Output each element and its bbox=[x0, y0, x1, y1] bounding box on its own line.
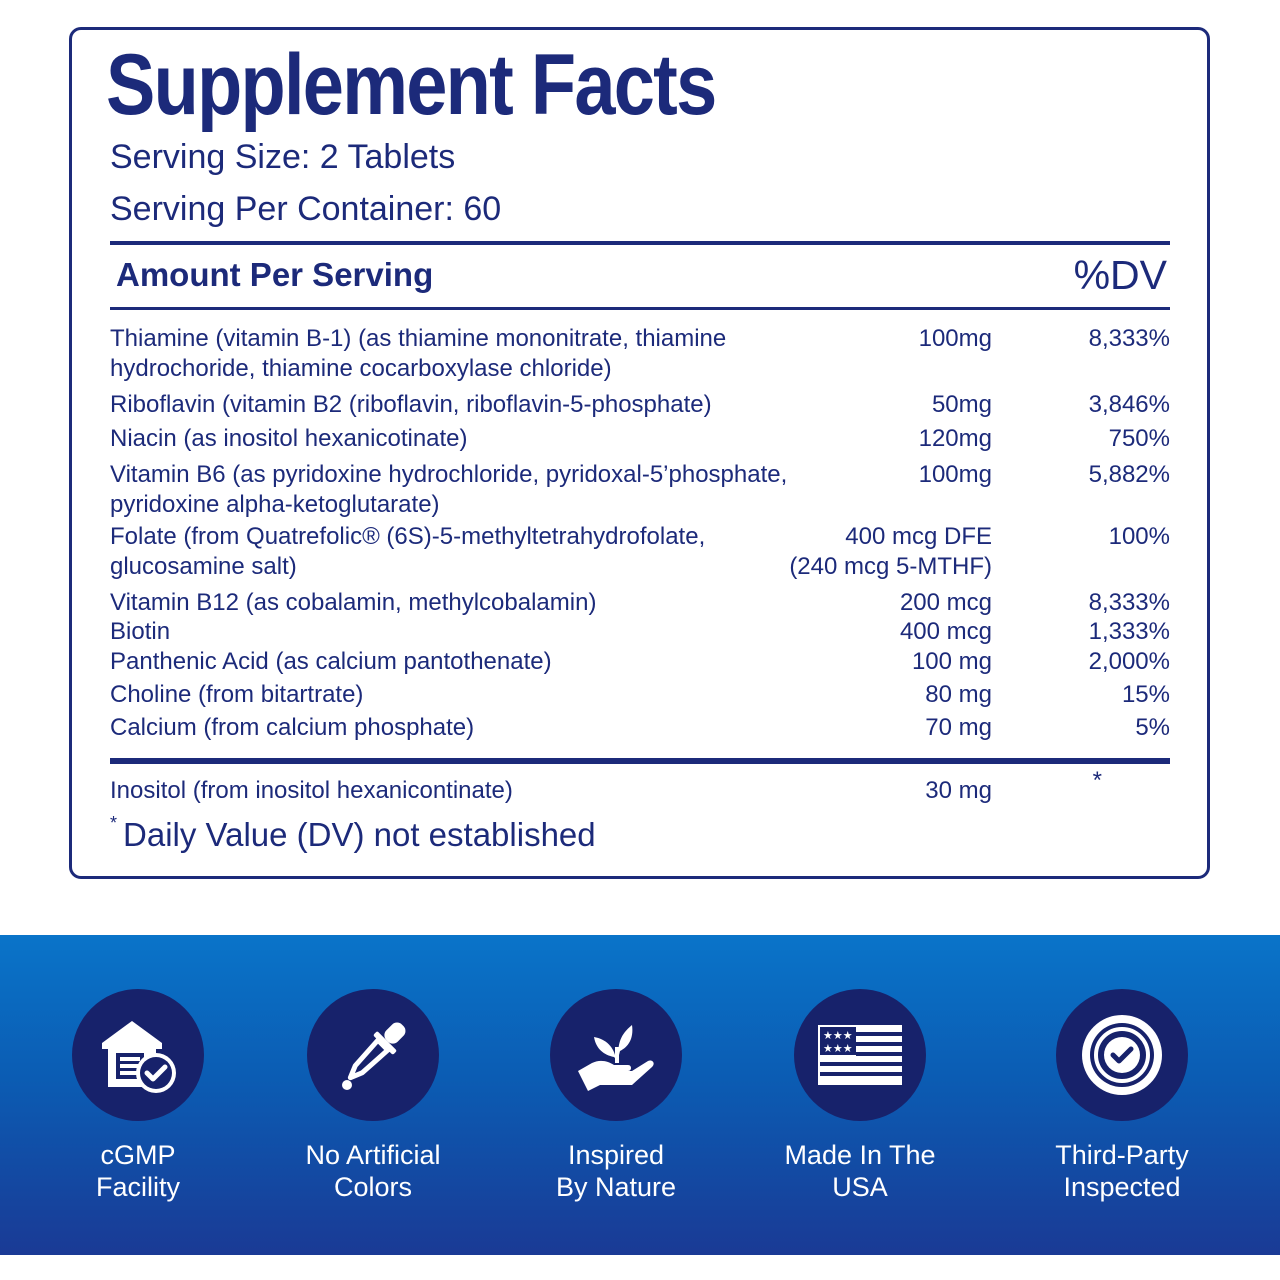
servings-per-container: Serving Per Container: 60 bbox=[110, 190, 502, 228]
badge-label: Inspired By Nature bbox=[555, 1140, 677, 1202]
nutrient-amount: 70 mg bbox=[925, 714, 992, 741]
nutrient-name: Choline (from bitartrate) bbox=[110, 681, 364, 708]
footnote-star: * bbox=[110, 813, 118, 833]
nutrient-name: Panthenic Acid (as calcium pantothenate) bbox=[110, 648, 552, 675]
plant-hand-icon bbox=[578, 1025, 654, 1091]
divider-bottom bbox=[110, 758, 1170, 764]
badge-circle bbox=[307, 989, 439, 1121]
nutrient-dv: 2,000% bbox=[1088, 648, 1170, 675]
nutrient-amount: 100 mg bbox=[911, 648, 992, 675]
badge-nature: Inspired By Nature bbox=[496, 989, 736, 1203]
seal-check-icon bbox=[1082, 1015, 1162, 1095]
nutrient-name: Inositol (from inositol hexanicontinate) bbox=[110, 777, 513, 804]
nutrient-name: Calcium (from calcium phosphate) bbox=[110, 714, 475, 741]
nutrient-amount: 120mg bbox=[918, 425, 992, 452]
badge-cgmp: cGMP Facility bbox=[18, 989, 258, 1203]
dropper-icon bbox=[342, 1022, 406, 1090]
nutrient-amount: 200 mcg bbox=[899, 589, 992, 616]
nutrient-name: Riboflavin (vitamin B2 (riboflavin, ribo… bbox=[110, 391, 712, 418]
nutrient-name: Thiamine (vitamin B-1) (as thiamine mono… bbox=[110, 325, 727, 382]
divider-header bbox=[110, 307, 1170, 310]
nutrient-name: Niacin (as inositol hexanicotinate) bbox=[110, 425, 468, 452]
dv-footnote: * Daily Value (DV) not established bbox=[110, 814, 596, 853]
badge-label: cGMP Facility bbox=[95, 1140, 180, 1202]
nutrient-amount: 100mg bbox=[918, 461, 992, 488]
usa-flag-icon: ★★★ ★★★ bbox=[818, 1025, 902, 1085]
nutrient-dv: 3,846% bbox=[1088, 391, 1170, 418]
serving-size: Serving Size: 2 Tablets bbox=[110, 138, 456, 176]
nutrient-dv: 5% bbox=[1135, 714, 1170, 741]
nutrient-amount: 80 mg bbox=[925, 681, 992, 708]
header-amount-per-serving: Amount Per Serving bbox=[116, 256, 434, 293]
nutrient-amount: 30 mg bbox=[925, 777, 992, 804]
facts-title: Supplement Facts bbox=[106, 37, 717, 133]
nutrient-dv: 100% bbox=[1108, 523, 1170, 550]
features-banner: cGMP Facility No Artificial Colors bbox=[0, 935, 1280, 1255]
nutrient-dv: 8,333% bbox=[1088, 589, 1170, 616]
nutrient-amount: 50mg bbox=[931, 391, 992, 418]
badge-label: No Artificial Colors bbox=[305, 1140, 441, 1202]
badge-circle: ★★★ ★★★ bbox=[794, 989, 926, 1121]
nutrient-amount: 100mg bbox=[918, 325, 992, 352]
badge-no-colors: No Artificial Colors bbox=[253, 989, 493, 1203]
nutrient-name: Vitamin B6 (as pyridoxine hydrochloride,… bbox=[110, 461, 788, 518]
nutrient-dv: 5,882% bbox=[1088, 461, 1170, 488]
nutrient-amount: 400 mcg bbox=[899, 618, 992, 645]
nutrient-dv: 750% bbox=[1108, 425, 1170, 452]
nutrient-dv: * bbox=[1092, 767, 1102, 794]
nutrient-dv: 1,333% bbox=[1088, 618, 1170, 645]
badge-third-party: Third-Party Inspected bbox=[1002, 989, 1242, 1203]
nutrient-name: Biotin bbox=[110, 618, 171, 645]
supplement-facts-panel: Supplement Facts Serving Size: 2 Tablets… bbox=[69, 27, 1210, 879]
badge-label: Made In The USA bbox=[784, 1140, 936, 1202]
nutrient-name: Folate (from Quatrefolic® (6S)-5-methylt… bbox=[110, 523, 706, 580]
facility-check-icon bbox=[102, 1021, 176, 1093]
badge-circle bbox=[72, 989, 204, 1121]
nutrient-amount: 400 mcg DFE (240 mcg 5-MTHF) bbox=[789, 523, 992, 580]
header-dv: %DV bbox=[1073, 252, 1167, 298]
badge-usa: ★★★ ★★★ Made In The USA bbox=[740, 989, 980, 1203]
svg-text:★★★: ★★★ bbox=[823, 1042, 853, 1055]
divider-top bbox=[110, 241, 1170, 245]
svg-text:★★★: ★★★ bbox=[823, 1029, 853, 1042]
badge-label: Third-Party Inspected bbox=[1055, 1140, 1189, 1202]
nutrient-dv: 8,333% bbox=[1088, 325, 1170, 352]
nutrient-name: Vitamin B12 (as cobalamin, methylcobalam… bbox=[110, 589, 597, 616]
badge-circle bbox=[1056, 989, 1188, 1121]
nutrient-dv: 15% bbox=[1121, 681, 1170, 708]
footnote-text: Daily Value (DV) not established bbox=[123, 816, 596, 853]
badge-circle bbox=[550, 989, 682, 1121]
